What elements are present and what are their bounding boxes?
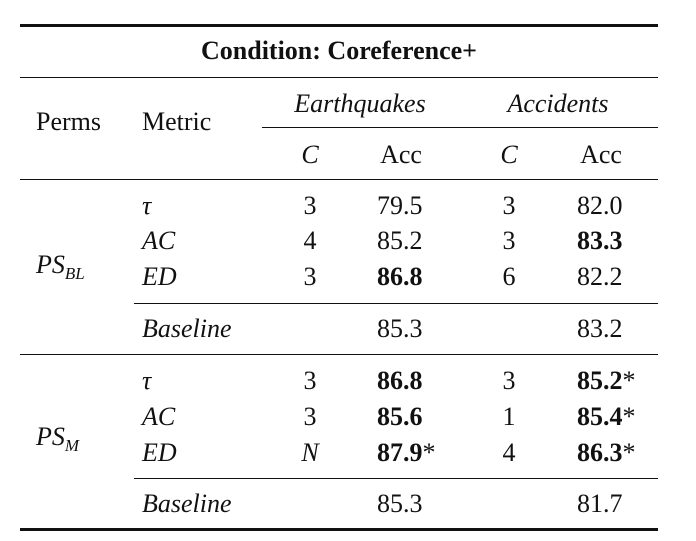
header-acc-accidents: Acc xyxy=(580,140,622,169)
cell-c1: 3 xyxy=(303,262,317,291)
header-rule xyxy=(20,179,658,181)
cell-acc2-best-significant: 85.4* xyxy=(577,402,636,431)
cell-c1: 3 xyxy=(303,402,317,431)
baseline-acc2: 81.7 xyxy=(577,489,623,518)
baseline-rule-2 xyxy=(134,478,658,480)
cell-c2: 3 xyxy=(502,191,516,220)
baseline-rule-1 xyxy=(134,303,658,305)
header-earthquakes: Earthquakes xyxy=(294,89,426,118)
table-title: Condition: Coreference+ xyxy=(201,36,477,65)
cell-acc2-best-significant: 86.3* xyxy=(577,438,636,467)
cell-c2: 1 xyxy=(502,402,516,431)
header-c-earthquakes: C xyxy=(301,140,319,169)
cell-c2: 3 xyxy=(502,366,516,395)
metric-ed: ED xyxy=(142,262,177,291)
baseline-label: Baseline xyxy=(142,314,232,343)
metric-ed: ED xyxy=(142,438,177,467)
cell-acc2-best: 83.3 xyxy=(577,226,623,255)
cell-c1: 3 xyxy=(303,366,317,395)
baseline-acc1: 85.3 xyxy=(377,314,423,343)
cell-c1: 3 xyxy=(303,191,317,220)
header-perms: Perms xyxy=(36,107,101,136)
metric-tau: τ xyxy=(142,366,152,395)
header-accidents: Accidents xyxy=(507,89,609,118)
perm-ps-m: PSM xyxy=(36,422,80,455)
bottom-rule xyxy=(20,528,658,531)
cell-acc1-best-significant: 87.9* xyxy=(377,438,436,467)
cell-acc1-best: 86.8 xyxy=(377,262,423,291)
header-c-accidents: C xyxy=(500,140,518,169)
cell-c2: 4 xyxy=(502,438,516,467)
header-metric: Metric xyxy=(142,107,212,136)
section-rule xyxy=(20,354,658,356)
cell-c2: 6 xyxy=(502,262,516,291)
cell-acc1-best: 85.6 xyxy=(377,402,423,431)
metric-ac: AC xyxy=(142,402,176,431)
baseline-acc1: 85.3 xyxy=(377,489,423,518)
group-rule xyxy=(262,127,658,129)
baseline-label: Baseline xyxy=(142,489,232,518)
perm-ps-bl: PSBL xyxy=(36,250,85,283)
header-acc-earthquakes: Acc xyxy=(380,140,422,169)
metric-tau: τ xyxy=(142,191,152,220)
baseline-acc2: 83.2 xyxy=(577,314,623,343)
cell-acc1: 79.5 xyxy=(377,191,423,220)
cell-c1: 4 xyxy=(303,226,317,255)
cell-acc1-best: 86.8 xyxy=(377,366,423,395)
cell-acc1: 85.2 xyxy=(377,226,423,255)
title-rule xyxy=(20,77,658,79)
cell-acc2: 82.2 xyxy=(577,262,623,291)
cell-c2: 3 xyxy=(502,226,516,255)
top-rule xyxy=(20,24,658,27)
metric-ac: AC xyxy=(142,226,176,255)
cell-acc2-best-significant: 85.2* xyxy=(577,366,636,395)
cell-c1: N xyxy=(301,438,319,467)
cell-acc2: 82.0 xyxy=(577,191,623,220)
